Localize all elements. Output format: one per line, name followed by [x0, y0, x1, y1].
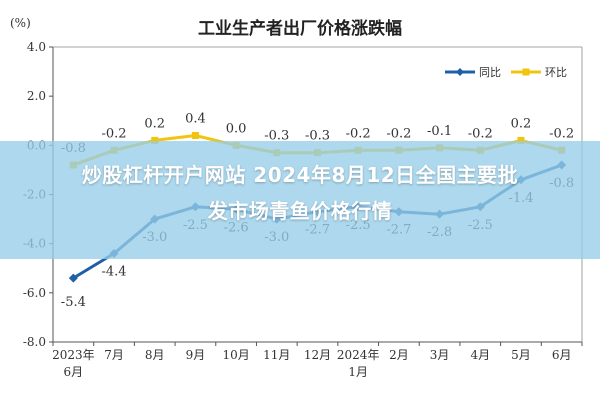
data-label-mom: -0.2 — [468, 126, 493, 141]
legend-label: 环比 — [545, 66, 567, 79]
data-label-mom: 0.0 — [226, 121, 247, 136]
data-label-mom: 0.2 — [511, 116, 532, 131]
y-tick-label: 4.0 — [27, 40, 46, 54]
legend-label: 同比 — [479, 66, 501, 79]
data-label-mom: -0.2 — [549, 126, 574, 141]
data-label-mom: 0.4 — [185, 112, 206, 127]
data-label-mom: -0.3 — [305, 129, 330, 144]
x-tick-label: 2024年 — [337, 348, 380, 362]
x-tick-label: 2023年 — [52, 348, 95, 362]
y-axis-unit: (%) — [10, 16, 31, 30]
data-point-mom — [191, 132, 199, 139]
x-tick-label: 7月 — [104, 348, 124, 362]
x-tick-label: 10月 — [222, 348, 249, 362]
data-label-mom: -0.3 — [264, 129, 289, 144]
x-tick-label: 6月 — [64, 365, 84, 379]
data-label-yoy: -4.4 — [101, 265, 126, 280]
overlay-headline-line2: 发市场青鱼价格行情 — [207, 199, 393, 223]
x-tick-label: 3月 — [430, 348, 450, 362]
x-tick-label: 8月 — [145, 348, 165, 362]
legend-marker-mom — [522, 68, 530, 76]
data-point-yoy — [68, 273, 78, 283]
data-label-mom: -0.1 — [427, 124, 452, 139]
overlay-headline-line1: 炒股杠杆开户网站 2024年8月12日全国主要批 — [81, 163, 519, 187]
x-tick-label: 11月 — [263, 348, 290, 362]
overlay-banner — [0, 141, 600, 259]
x-tick-label: 4月 — [470, 348, 490, 362]
x-tick-label: 5月 — [511, 348, 531, 362]
x-tick-label: 1月 — [348, 365, 368, 379]
data-label-mom: -0.2 — [386, 126, 411, 141]
y-tick-label: -8.0 — [23, 335, 46, 349]
data-label-yoy: -5.4 — [61, 295, 86, 310]
x-tick-label: 9月 — [186, 348, 206, 362]
data-point-mom — [517, 136, 525, 144]
x-tick-label: 12月 — [304, 348, 331, 362]
x-tick-label: 2月 — [389, 348, 409, 362]
data-label-mom: -0.2 — [101, 126, 126, 141]
y-tick-label: -6.0 — [23, 286, 46, 300]
data-label-mom: 0.2 — [144, 116, 165, 131]
legend-marker-yoy — [456, 68, 464, 76]
data-point-mom — [151, 136, 159, 144]
y-tick-label: 2.0 — [27, 89, 46, 103]
overlay-headline[interactable]: 炒股杠杆开户网站 2024年8月12日全国主要批 发市场青鱼价格行情 — [0, 157, 600, 229]
data-label-mom: -0.2 — [346, 126, 371, 141]
chart-title: 工业生产者出厂价格涨跌幅 — [198, 18, 402, 39]
x-tick-label: 6月 — [552, 348, 572, 362]
